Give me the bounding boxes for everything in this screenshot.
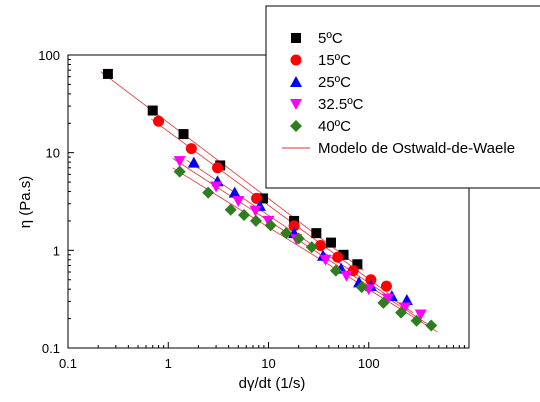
y-tick-label: 1 xyxy=(53,243,60,258)
data-point xyxy=(185,143,197,155)
x-tick-label: 0.1 xyxy=(59,356,77,371)
data-point xyxy=(311,228,322,239)
data-point xyxy=(147,105,158,116)
data-point xyxy=(178,129,189,140)
data-point xyxy=(352,259,363,270)
legend: 5ºC 15ºC 25ºC 32.5ºC 40ºC Modelo de Ostwald-… xyxy=(265,5,540,189)
data-point xyxy=(210,181,223,193)
data-point xyxy=(187,156,200,168)
data-point xyxy=(395,306,408,319)
legend-marker xyxy=(290,120,302,132)
data-point xyxy=(338,249,349,260)
data-point xyxy=(232,195,245,207)
x-axis-title: dγ/dt (1/s) xyxy=(239,375,306,392)
data-point xyxy=(380,280,392,292)
x-tick-label: 1 xyxy=(165,356,172,371)
data-point xyxy=(319,254,332,266)
data-point xyxy=(377,296,390,309)
data-point xyxy=(202,186,215,199)
data-point xyxy=(173,156,186,168)
data-point xyxy=(228,186,241,198)
data-point xyxy=(425,319,438,332)
legend-label: 40ºC xyxy=(318,118,351,135)
data-point xyxy=(414,309,427,321)
y-tick-label: 100 xyxy=(38,48,60,63)
data-point xyxy=(288,220,300,232)
series-5 xyxy=(173,165,438,332)
legend-label: 15ºC xyxy=(318,52,351,69)
data-point xyxy=(153,115,165,127)
data-point xyxy=(355,281,368,294)
data-point xyxy=(292,232,305,245)
data-point xyxy=(365,274,377,286)
legend-marker xyxy=(290,76,302,87)
legend-label: 32.5ºC xyxy=(318,96,364,113)
legend-marker xyxy=(291,33,301,43)
legend-label: 25ºC xyxy=(318,74,351,91)
data-point xyxy=(332,251,344,263)
y-tick-label: 10 xyxy=(46,146,60,161)
data-point xyxy=(262,215,275,227)
data-point xyxy=(410,314,423,327)
data-point xyxy=(249,214,262,227)
data-point xyxy=(257,193,268,204)
axes: 0.1 1 10 100 0.1 1 10 100 xyxy=(38,48,470,371)
data-point xyxy=(264,219,277,232)
data-point xyxy=(399,302,412,314)
data-point xyxy=(280,227,293,240)
data-point xyxy=(329,264,342,277)
data-point xyxy=(305,241,318,254)
data-point xyxy=(173,165,186,178)
series-2 xyxy=(153,115,392,292)
legend-marker xyxy=(290,99,302,110)
data-point xyxy=(400,294,413,306)
legend-fit-label: Modelo de Ostwald-de-Waele xyxy=(318,140,515,157)
data-point xyxy=(325,237,336,248)
fit-line-5 xyxy=(172,167,438,333)
data-point xyxy=(102,68,113,79)
legend-box xyxy=(265,5,540,189)
x-tick-label: 10 xyxy=(261,356,275,371)
legend-label: 5ºC xyxy=(318,30,343,47)
data-point xyxy=(224,203,237,216)
data-point xyxy=(238,209,251,222)
legend-marker xyxy=(290,54,302,66)
data-point xyxy=(381,293,394,305)
data-points xyxy=(102,68,438,332)
data-point xyxy=(249,205,262,217)
x-tick-label: 100 xyxy=(358,356,380,371)
y-axis-title: η (Pa.s) xyxy=(17,176,34,229)
data-point xyxy=(340,270,353,282)
data-point xyxy=(212,162,224,174)
data-point xyxy=(314,240,326,252)
y-tick-label: 0.1 xyxy=(42,341,60,356)
